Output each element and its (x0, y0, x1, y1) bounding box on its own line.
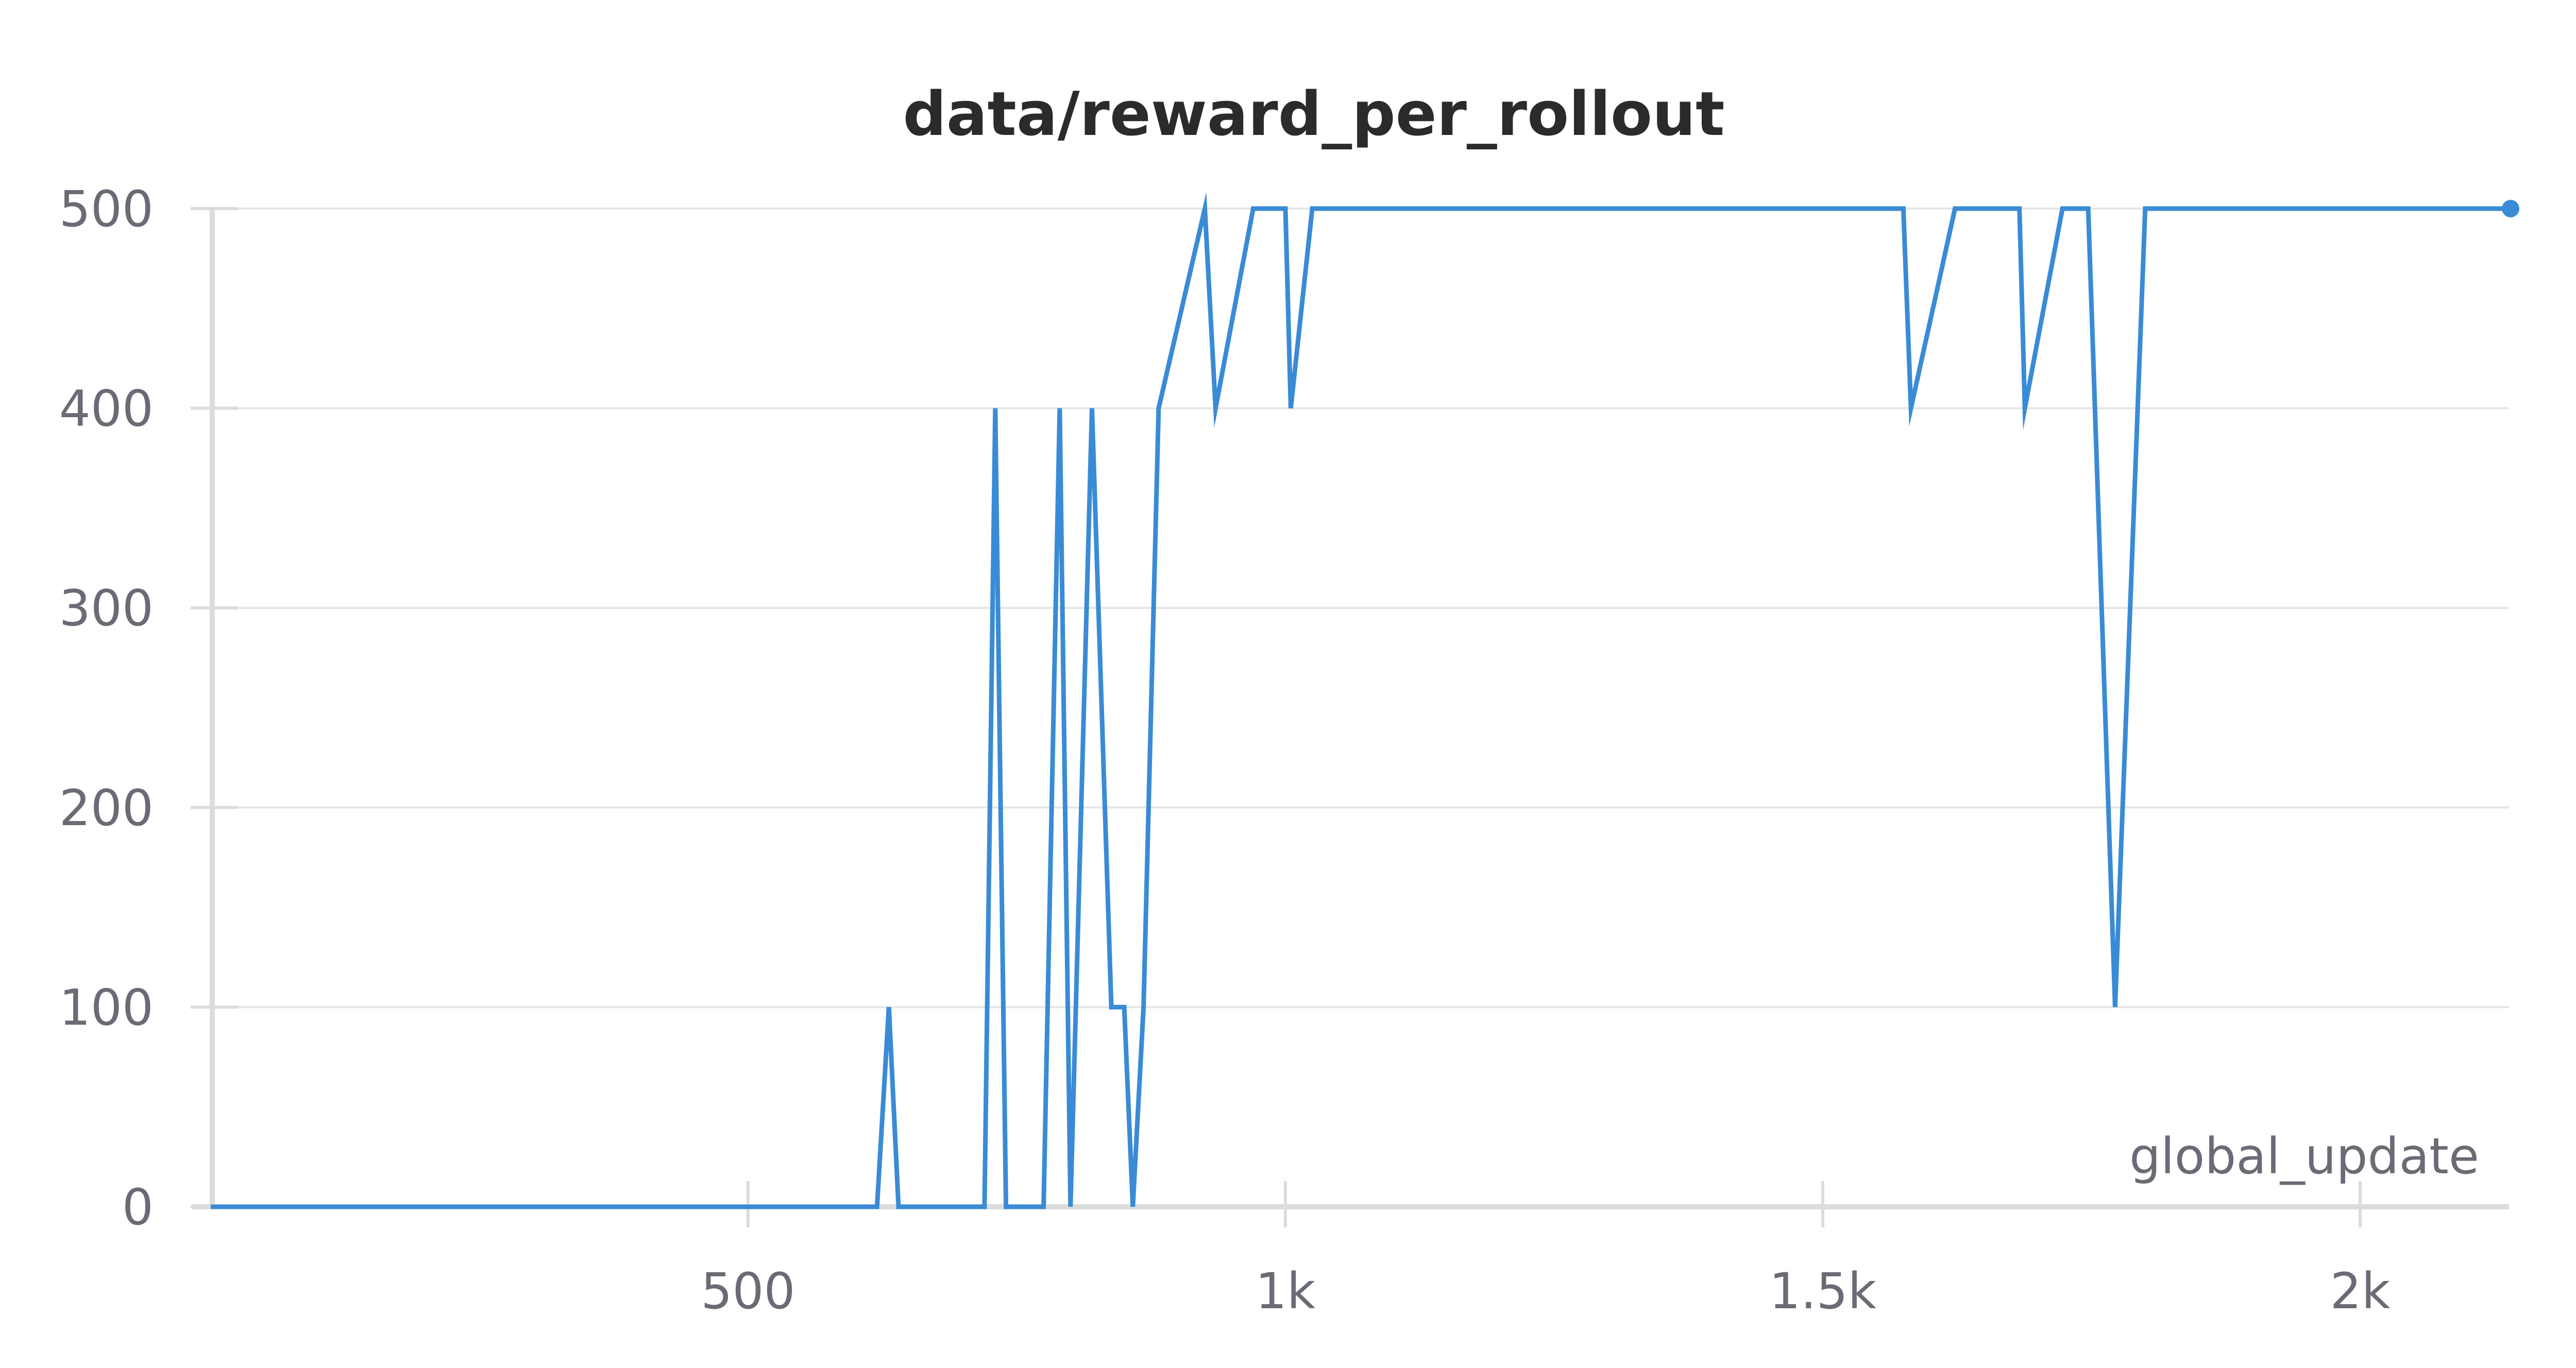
x-axis-label: global_update (2129, 1127, 2479, 1185)
series-layer (211, 192, 2520, 1209)
y-axis-ticks: 0 100 200 300 400 500 (59, 180, 238, 1236)
y-tick-label: 500 (59, 180, 154, 238)
series-end-point (2502, 200, 2520, 217)
axes (192, 209, 2509, 1209)
y-tick-label: 100 (59, 979, 154, 1036)
x-axis-ticks: 500 1k 1.5k 2k (701, 1181, 2391, 1320)
x-tick-label: 500 (701, 1262, 795, 1320)
grid-lines (238, 208, 2509, 1008)
y-tick-label: 200 (59, 779, 154, 837)
x-tick-label: 2k (2330, 1262, 2391, 1320)
chart-title: data/reward_per_rollout (903, 78, 1724, 149)
y-tick-label: 0 (122, 1178, 154, 1236)
y-tick-label: 400 (59, 380, 154, 438)
series-line (211, 192, 2511, 1209)
x-tick-label: 1.5k (1769, 1262, 1877, 1320)
y-tick-label: 300 (59, 579, 154, 637)
x-tick-label: 1k (1256, 1262, 1316, 1320)
